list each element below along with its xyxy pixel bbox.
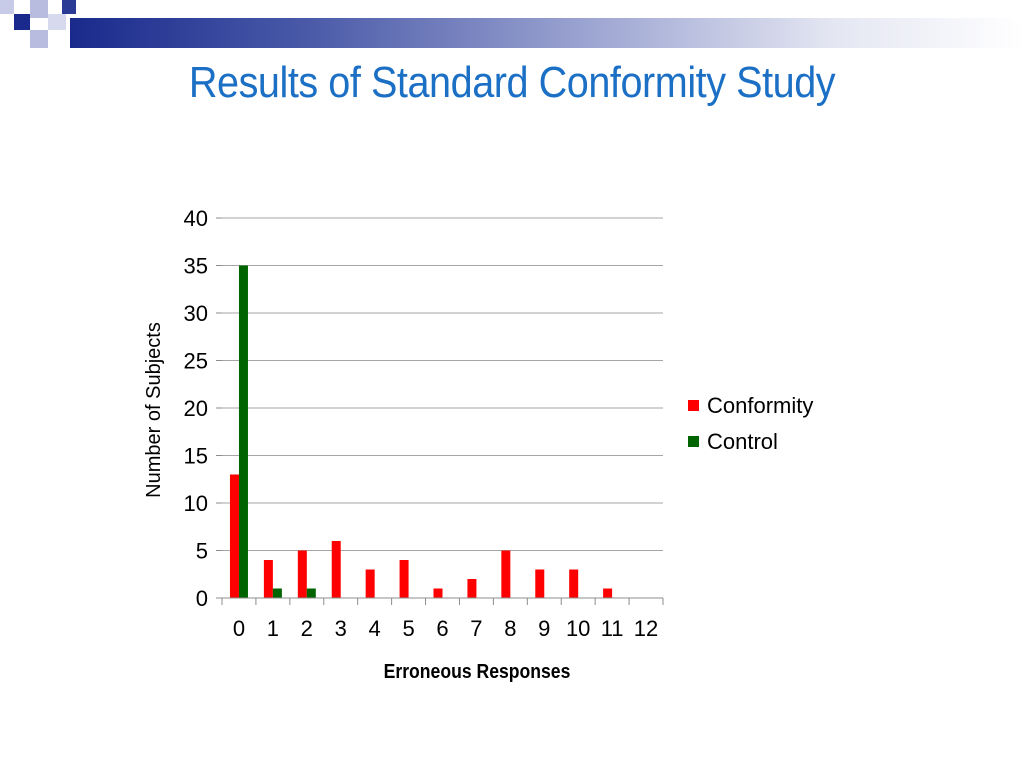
bar-conformity-3	[331, 541, 341, 598]
y-tick-label: 5	[196, 539, 208, 564]
gridlines	[216, 217, 664, 605]
bar-conformity-8	[501, 550, 511, 598]
x-tick-label: 9	[538, 616, 550, 641]
legend-swatch-control	[688, 436, 699, 447]
y-tick-label: 15	[184, 444, 208, 469]
header-decoration	[0, 0, 1024, 48]
bar-conformity-10	[569, 569, 579, 598]
x-tick-label: 4	[369, 616, 381, 641]
y-tick-label: 30	[184, 301, 208, 326]
bar-conformity-11	[603, 588, 613, 598]
y-tick-label: 0	[196, 586, 208, 611]
y-tick-label: 25	[184, 349, 208, 374]
y-tick-labels: 0 5 10 15 20 25 30 35 40	[184, 206, 208, 611]
x-tick-label: 6	[436, 616, 448, 641]
slide-title: Results of Standard Conformity Study	[188, 58, 836, 107]
x-tick-label: 8	[504, 616, 516, 641]
x-tick-label: 12	[634, 616, 658, 641]
header-square-light	[30, 30, 48, 48]
x-tick-label: 7	[470, 616, 482, 641]
header-gradient-bar	[70, 18, 1024, 48]
x-tick-label: 11	[601, 616, 624, 641]
x-tick-label: 1	[267, 616, 279, 641]
bar-control-0	[238, 265, 248, 598]
x-tick-labels: 0 1 2 3 4 5 6 7 8 9 10 11 12	[233, 616, 658, 641]
bar-conformity-7	[467, 579, 477, 598]
legend-label-control: Control	[707, 429, 778, 454]
header-square-light	[48, 14, 66, 30]
bar-conformity-5	[399, 560, 409, 598]
bar-control-2	[306, 588, 316, 598]
header-square-dark	[62, 0, 76, 14]
bar-conformity-9	[535, 569, 545, 598]
bar-conformity-0	[229, 474, 239, 598]
bar-conformity-2	[297, 550, 307, 598]
bar-control-1	[272, 588, 282, 598]
bar-conformity-1	[263, 560, 273, 598]
y-tick-label: 40	[184, 206, 208, 231]
header-square-light	[0, 0, 14, 14]
x-tick-label: 5	[402, 616, 414, 641]
y-tick-label: 20	[184, 396, 208, 421]
y-axis-label: Number of Subjects	[143, 322, 165, 498]
y-tick-label: 10	[184, 491, 208, 516]
x-tick-label: 3	[335, 616, 347, 641]
bar-conformity-6	[433, 588, 443, 598]
header-square-light	[30, 0, 48, 18]
bars	[229, 265, 613, 598]
x-tick-label: 10	[566, 616, 590, 641]
header-square-dark	[14, 14, 30, 30]
x-tick-label: 0	[233, 616, 245, 641]
legend-swatch-conformity	[688, 400, 699, 411]
legend-label-conformity: Conformity	[707, 393, 813, 418]
y-tick-label: 35	[184, 254, 208, 279]
x-axis-label: Erroneous Responses	[384, 660, 571, 682]
bar-conformity-4	[365, 569, 375, 598]
legend: Conformity Control	[688, 393, 813, 454]
x-tick-label: 2	[301, 616, 313, 641]
